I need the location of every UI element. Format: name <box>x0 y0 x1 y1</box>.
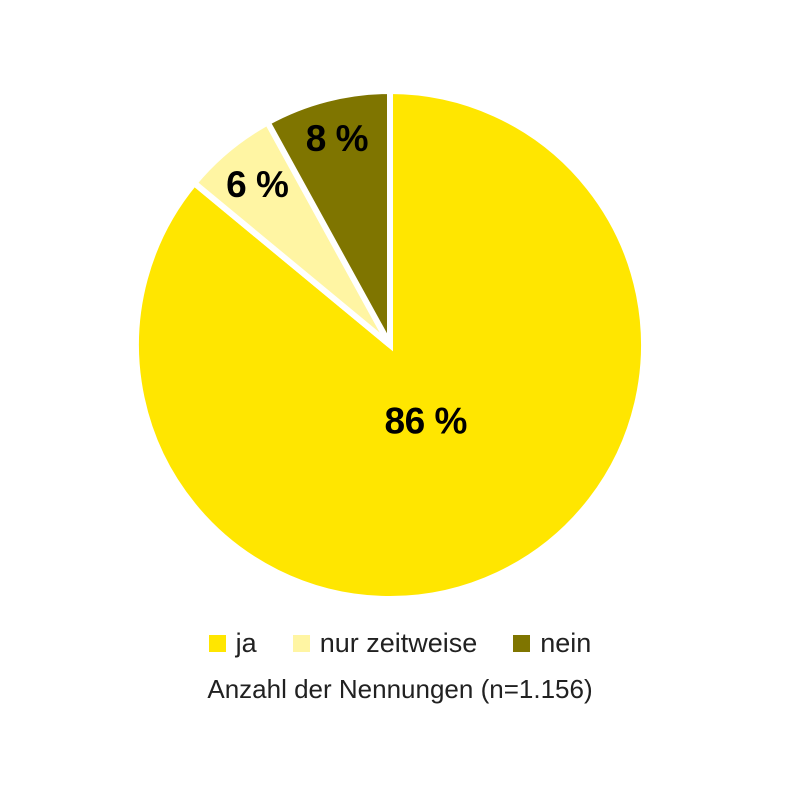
pie-slice-label-nein: 8 % <box>306 118 368 159</box>
chart-legend: ja nur zeitweise nein <box>0 630 800 657</box>
legend-item-ja: ja <box>208 628 257 658</box>
pie-slice-label-nur-zeitweise: 6 % <box>226 164 288 205</box>
legend-label-nur-zeitweise: nur zeitweise <box>319 628 478 658</box>
legend-label-ja: ja <box>235 628 257 658</box>
legend-item-nein: nein <box>513 630 591 657</box>
legend-label-nein: nein <box>540 628 592 658</box>
legend-swatch-nur-zeitweise <box>292 635 310 652</box>
legend-item-nur-zeitweise: nur zeitweise <box>292 628 478 658</box>
pie-slice-label-ja: 86 % <box>385 400 467 441</box>
chart-caption: Anzahl der Nennungen (n=1.156) <box>207 674 593 704</box>
legend-swatch-ja <box>208 635 226 652</box>
pie-slice-nein <box>263 87 393 347</box>
legend-swatch-nein <box>513 635 531 652</box>
